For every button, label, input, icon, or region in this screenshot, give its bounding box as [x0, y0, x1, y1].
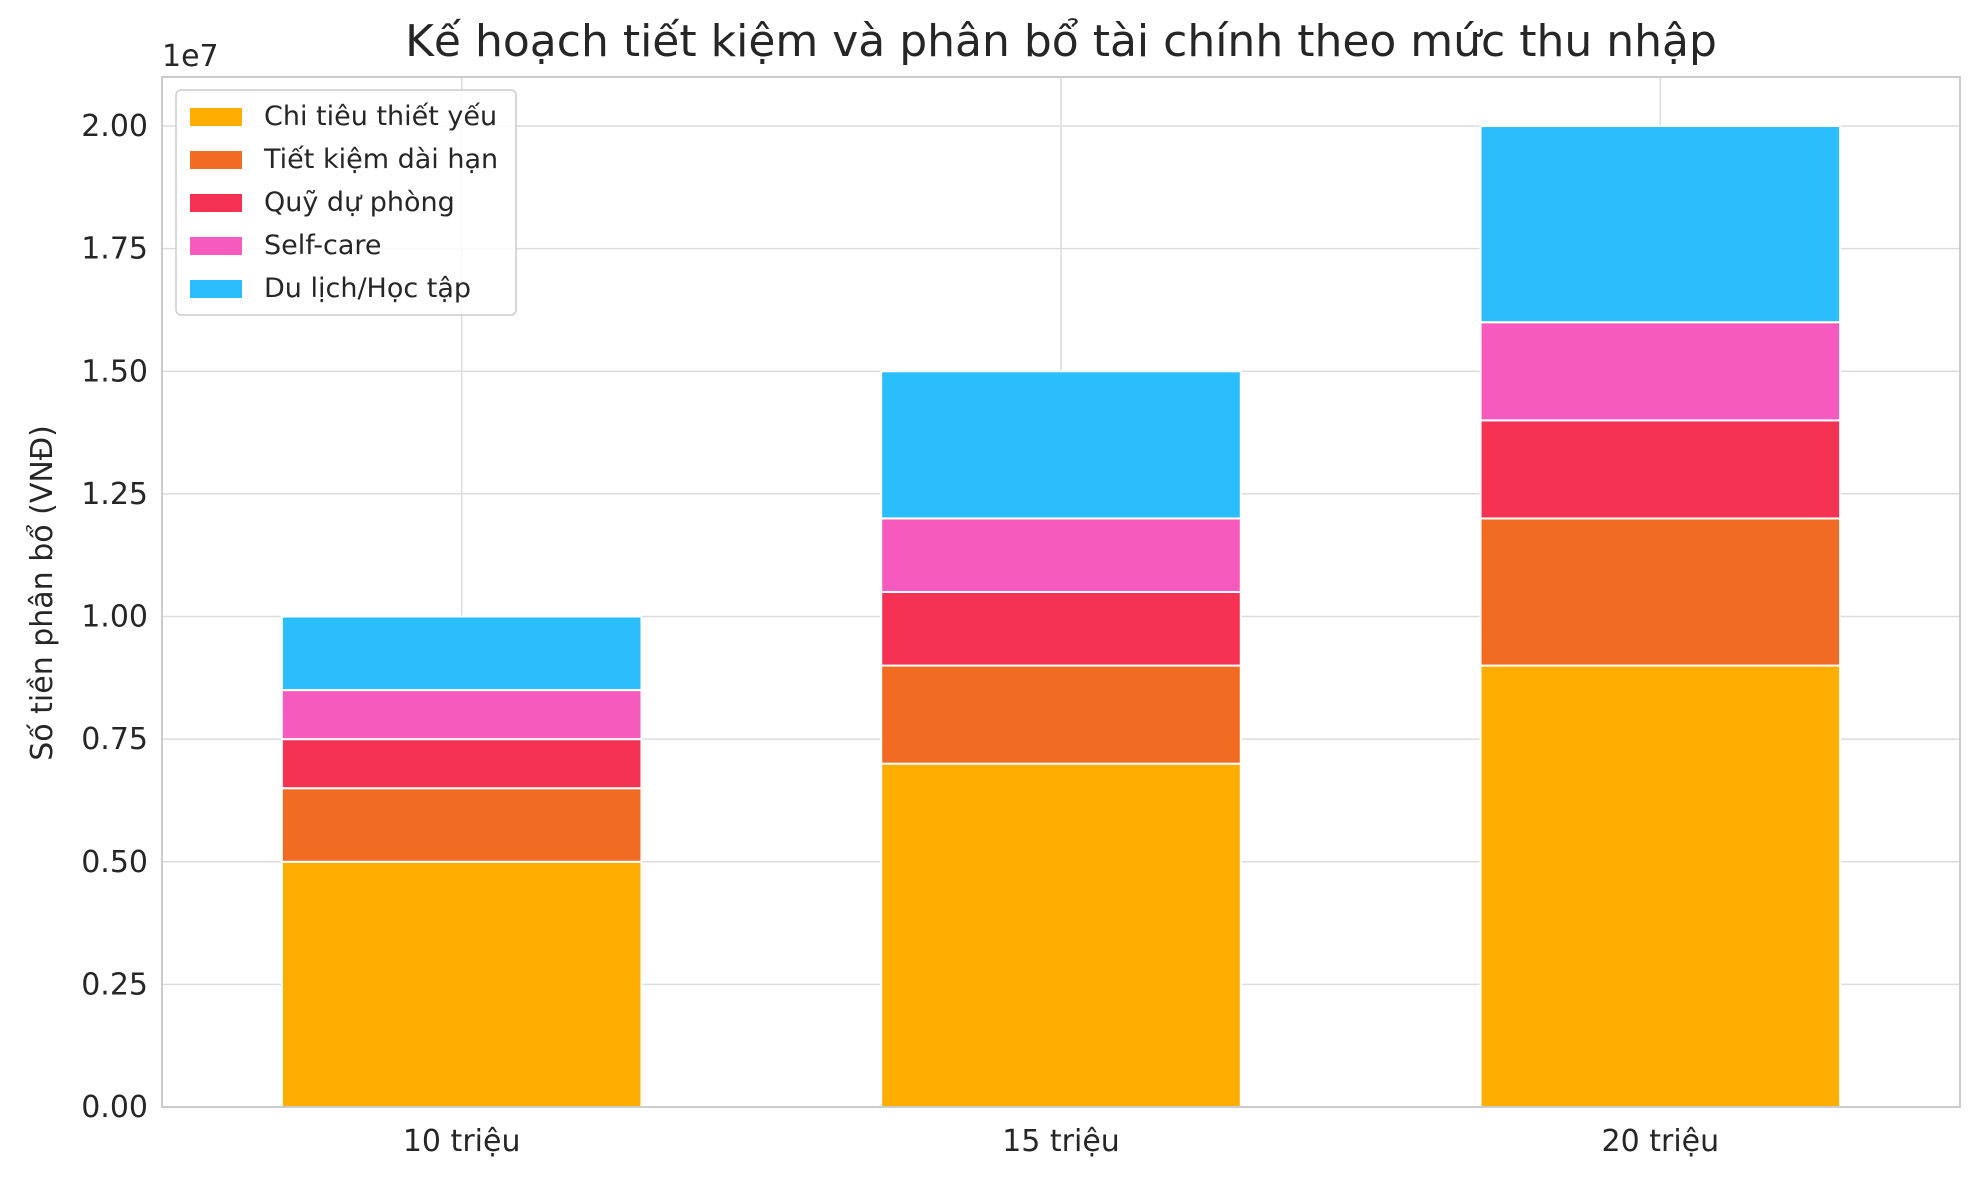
legend-swatch [190, 280, 242, 298]
y-tick-label: 1.00 [81, 600, 148, 635]
bar-segment [880, 591, 1242, 667]
legend-swatch [190, 151, 242, 169]
bar-segment [280, 615, 643, 692]
legend-label: Chi tiêu thiết yếu [264, 101, 497, 132]
legend-label: Tiết kiệm dài hạn [263, 144, 498, 175]
bar-segment [280, 689, 643, 741]
bar-segment [880, 370, 1242, 520]
legend-swatch [190, 108, 242, 126]
bar-segment [1479, 664, 1842, 1108]
y-axis-title: Số tiền phân bổ (VNĐ) [24, 425, 60, 761]
bar-segment [1479, 419, 1842, 520]
plot-border [161, 76, 1961, 1108]
x-tick-label: 15 triệu [1002, 1124, 1120, 1159]
legend-label: Self-care [264, 230, 382, 261]
legend-swatch [190, 194, 242, 212]
legend: Chi tiêu thiết yếu Tiết kiệm dài hạn Quỹ d… [175, 89, 517, 316]
legend-label: Du lịch/Học tập [264, 273, 471, 304]
y-tick-label: 1.25 [81, 477, 148, 512]
y-tick-label: 0.50 [81, 845, 148, 880]
y-tick-label: 2.00 [81, 109, 148, 144]
x-tick-label: 10 triệu [403, 1124, 521, 1159]
y-tick-label: 1.75 [81, 232, 148, 267]
y-tick-label: 0.25 [81, 967, 148, 1002]
bar-segment [1479, 321, 1842, 422]
legend-label: Quỹ dự phòng [264, 187, 455, 218]
bar-segment [1479, 125, 1842, 324]
legend-box [175, 89, 517, 316]
y-tick-label: 1.50 [81, 354, 148, 389]
y-tick-label: 0.00 [81, 1090, 148, 1125]
bar-segment [280, 860, 643, 1108]
bar-segment [880, 517, 1242, 594]
bar-segment [880, 762, 1242, 1109]
y-axis-offset-text: 1e7 [162, 39, 219, 74]
y-tick-label: 0.75 [81, 722, 148, 757]
bar-segment [280, 738, 643, 790]
bar-segment [280, 787, 643, 863]
chart-title: Kế hoạch tiết kiệm và phân bổ tài chính … [405, 16, 1717, 67]
bar-segment [1479, 517, 1842, 667]
axes: 0.00 0.25 0.50 0.75 1.00 1.25 1.50 1.75 2.00 10 t… [81, 109, 1719, 1159]
x-tick-label: 20 triệu [1602, 1124, 1720, 1159]
legend-swatch [190, 237, 242, 255]
bar-segment [880, 664, 1242, 765]
bars [280, 125, 1842, 1109]
plot-frame [161, 76, 1961, 1108]
